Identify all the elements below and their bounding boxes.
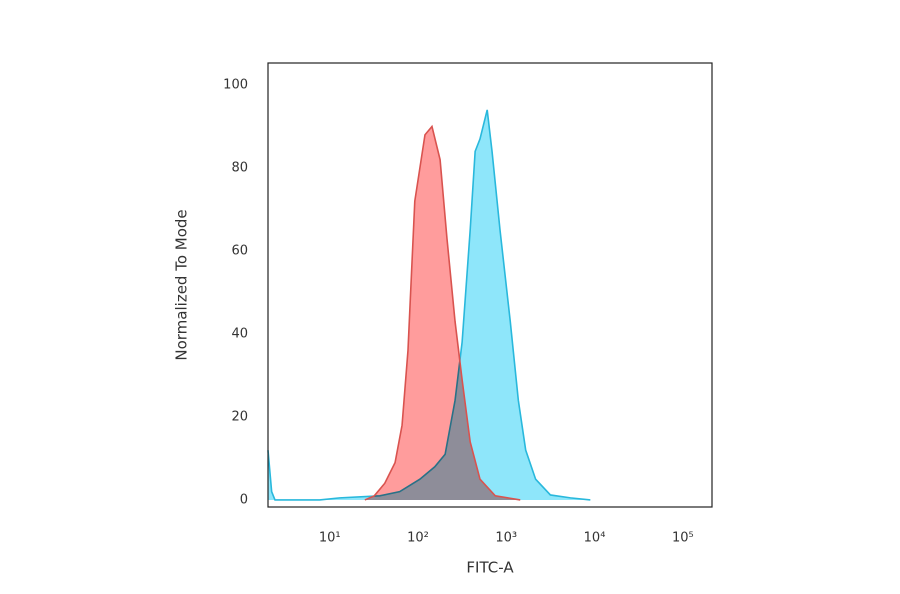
x-tick-label: 10¹ <box>319 531 341 546</box>
x-tick-label: 10⁴ <box>584 531 606 546</box>
series-line <box>267 109 591 501</box>
x-tick-label: 10² <box>407 531 429 546</box>
x-tick-label: 10⁵ <box>672 531 694 546</box>
y-axis-label: Normalized To Mode <box>173 209 191 360</box>
series-line <box>364 124 521 501</box>
plot-frame <box>267 62 713 508</box>
y-tick-label: 20 <box>231 409 248 424</box>
y-tick-label: 40 <box>231 326 248 341</box>
area-fill <box>268 109 591 500</box>
y-tick-label: 0 <box>240 492 248 507</box>
y-tick-label: 80 <box>231 160 248 175</box>
plot-area <box>267 109 591 501</box>
x-tick-label: 10³ <box>495 531 517 546</box>
x-axis-label: FITC-A <box>466 559 514 577</box>
y-tick-label: 100 <box>223 77 248 92</box>
y-tick-label: 60 <box>231 243 248 258</box>
